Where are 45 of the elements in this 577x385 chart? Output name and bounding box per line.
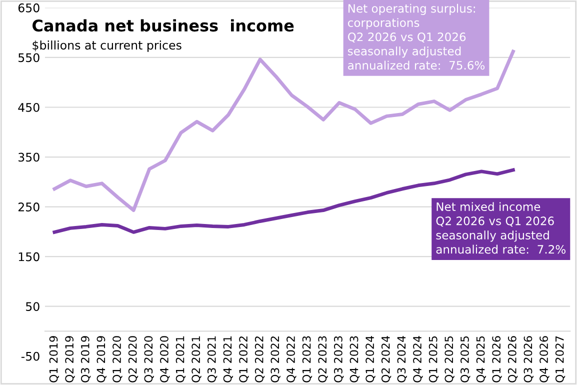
x-tick-label: Q3 2023 (334, 336, 344, 382)
x-tick-label: Q4 2019 (96, 336, 106, 382)
x-tick-label: Q2 2022 (254, 336, 265, 382)
y-tick-label: 150 (18, 252, 40, 262)
x-tick-label: Q3 2024 (397, 336, 407, 382)
x-tick-label: Q3 2019 (80, 336, 91, 382)
x-tick-label: Q3 2021 (207, 336, 218, 382)
x-tick-label: Q4 2026 (540, 336, 550, 382)
x-tick-label: Q4 2024 (413, 336, 423, 382)
x-tick-label: Q3 2020 (144, 336, 154, 382)
x-tick-label: Q1 2025 (428, 336, 439, 382)
y-tick-label: 350 (18, 152, 40, 162)
x-tick-label: Q2 2023 (318, 336, 328, 382)
x-tick-label: Q1 2021 (176, 336, 186, 382)
x-tick-label: Q1 2019 (49, 336, 59, 382)
y-tick-label: -50 (21, 352, 40, 361)
annotation: Net operating surplus: corporations Q2 2026 vs Q1 2026 seasonally adjusted annualized rate: 75.6% (348, 4, 485, 70)
x-tick-label: Q1 2023 (302, 336, 312, 382)
x-tick-label: Q4 2022 (286, 336, 296, 382)
text: Canada net business income (32, 19, 294, 32)
text: $billions at current prices (32, 40, 182, 52)
x-tick-label: Q4 2023 (350, 336, 360, 382)
x-tick-label: Q4 2025 (476, 336, 486, 382)
x-tick-label: Q2 2026 (508, 336, 518, 382)
x-tick-label: Q1 2020 (112, 336, 122, 382)
x-tick-label: Q3 2025 (460, 336, 470, 382)
x-tick-label: Q2 2024 (381, 336, 392, 382)
x-tick-label: Q2 2025 (444, 336, 454, 382)
y-tick-label: 450 (18, 102, 40, 112)
x-tick-label: Q1 2027 (555, 336, 566, 382)
x-tick-label: Q1 2022 (239, 336, 249, 382)
y-tick-label: 650 (18, 3, 40, 12)
x-tick-label: Q3 2026 (524, 336, 534, 382)
y-tick-label: 50 (26, 302, 40, 312)
x-tick-label: Q4 2020 (160, 336, 170, 382)
annotation: Net mixed income Q2 2026 vs Q1 2026 seasonally adjusted annualized rate: 7.2% (436, 202, 566, 254)
x-tick-label: Q3 2022 (270, 336, 280, 382)
x-tick-label: Q2 2019 (65, 336, 75, 382)
x-tick-label: Q1 2026 (492, 336, 502, 382)
x-tick-label: Q4 2021 (223, 336, 233, 382)
y-tick-label: 250 (18, 202, 40, 212)
y-tick-label: 550 (18, 53, 40, 62)
x-tick-label: Q1 2024 (366, 336, 376, 382)
x-tick-label: Q2 2021 (192, 336, 202, 382)
x-tick-label: Q2 2020 (128, 336, 138, 382)
